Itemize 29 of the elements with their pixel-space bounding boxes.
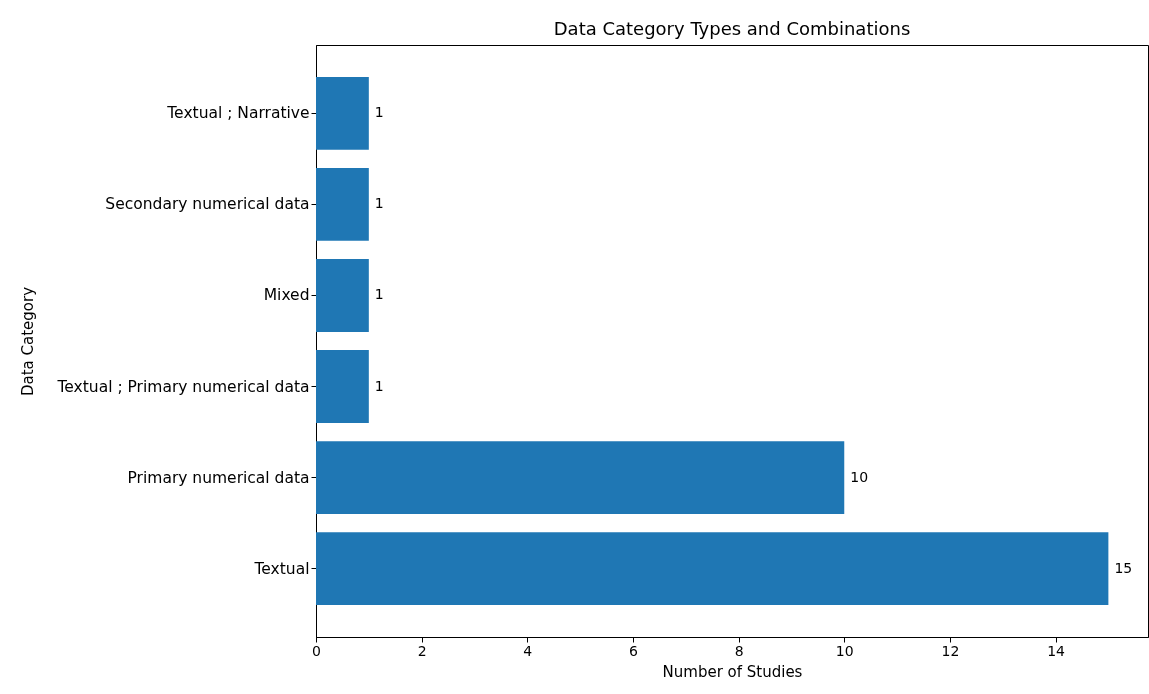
y-tick-label: Primary numerical data [127, 468, 310, 487]
data-label: 1 [374, 286, 384, 303]
x-tick-label: 4 [523, 642, 533, 659]
data-label: 10 [850, 468, 869, 485]
chart-title: Data Category Types and Combinations [553, 18, 911, 39]
data-label: 1 [374, 195, 384, 212]
bar [316, 167, 369, 241]
data-label: 1 [374, 377, 384, 394]
x-tick-label: 14 [1047, 642, 1066, 659]
data-label: 15 [1114, 559, 1133, 576]
x-tick-label: 10 [835, 642, 854, 659]
data-label: 1 [374, 104, 384, 121]
bar [316, 76, 369, 150]
x-axis-title: Number of Studies [662, 662, 803, 681]
y-tick-label: Secondary numerical data [105, 195, 310, 214]
bar [316, 350, 369, 423]
y-tick-label: Mixed [263, 286, 310, 305]
x-tick-label: 8 [734, 642, 744, 659]
x-tick-label: 0 [312, 642, 321, 659]
x-tick-label: 2 [417, 642, 427, 659]
bar [316, 532, 1109, 606]
y-tick-label: Textual ; Narrative [166, 104, 310, 123]
y-tick-label: Textual ; Primary numerical data [56, 377, 310, 396]
bar [316, 259, 369, 332]
x-tick-label: 12 [941, 642, 960, 659]
y-axis-title: Data Category [18, 286, 37, 397]
x-tick-label: 6 [628, 642, 638, 659]
bar [316, 441, 845, 515]
y-tick-label: Textual [253, 559, 310, 578]
